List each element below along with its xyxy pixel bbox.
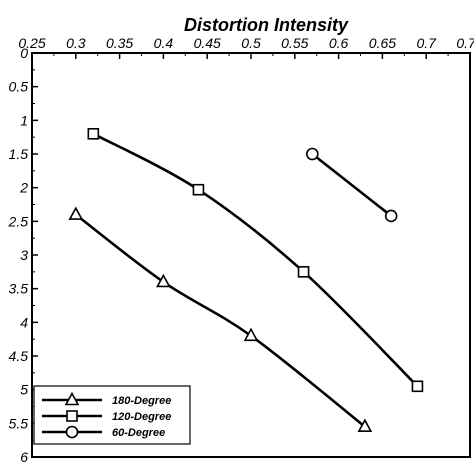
legend-label: 60-Degree	[112, 427, 165, 439]
y-tick-label: 5	[20, 382, 28, 398]
x-tick-label: 0.4	[154, 35, 174, 51]
legend-marker-circle	[65, 425, 79, 439]
y-tick-label: 6	[20, 449, 28, 465]
data-point-triangle	[156, 273, 171, 288]
chart-title: Distortion Intensity	[184, 15, 349, 35]
data-point-square	[297, 266, 310, 278]
series-60-degree	[306, 147, 398, 223]
series-line	[92, 132, 419, 388]
legend-item: 180-Degree	[42, 391, 171, 407]
y-tick-label: 3	[20, 247, 28, 263]
y-tick-label: 3.5	[9, 281, 29, 297]
x-tick-label: 0.65	[369, 35, 396, 51]
y-tick-label: 2.5	[8, 213, 29, 229]
legend-item: 60-Degree	[42, 425, 165, 439]
legend-item: 120-Degree	[42, 410, 171, 423]
x-tick-label: 0.3	[66, 35, 86, 51]
x-tick-label: 0.25	[18, 35, 45, 51]
legend-marker-triangle	[64, 391, 80, 406]
y-tick-label: 0	[20, 45, 28, 61]
series-180-degree	[68, 206, 373, 433]
x-tick-label: 0.45	[194, 35, 221, 51]
y-tick-label: 2	[19, 180, 28, 196]
x-tick-label: 0.6	[329, 35, 349, 51]
legend: 180-Degree 120-Degree 60-Degree	[33, 385, 191, 445]
series-line	[75, 213, 366, 428]
data-point-square	[87, 128, 100, 140]
data-point-square	[192, 183, 205, 196]
x-tick-label: 0.7	[416, 35, 437, 51]
y-tick-label: 5.5	[9, 415, 29, 431]
data-point-square	[411, 380, 424, 393]
y-tick-label: 4	[20, 314, 28, 330]
data-point-circle	[384, 209, 398, 223]
y-tick-label: 0.5	[9, 79, 29, 95]
legend-label: 120-Degree	[112, 411, 171, 423]
x-axis: 0.25 0.3 0.35 0.4 0.45 0.5 0.55 0.6 0.65 0.7 0.75	[18, 35, 474, 59]
legend-label: 180-Degree	[112, 395, 171, 407]
y-tick-label: 1.5	[9, 146, 29, 162]
x-tick-label: 0.5	[241, 35, 261, 51]
legend-marker-square	[66, 410, 78, 422]
data-point-triangle	[243, 327, 259, 342]
data-point-circle	[306, 147, 319, 161]
x-tick-label: 0.75	[456, 35, 474, 51]
y-tick-label: 4.5	[9, 348, 29, 364]
y-tick-label: 1	[20, 112, 28, 128]
series-line	[311, 152, 392, 217]
plot-frame	[31, 52, 471, 458]
x-tick-label: 0.55	[281, 35, 308, 51]
x-tick-label: 0.35	[106, 35, 133, 51]
data-point-triangle	[357, 418, 373, 433]
series-layer	[68, 128, 424, 433]
data-point-triangle	[68, 206, 84, 220]
series-120-degree	[87, 128, 424, 393]
